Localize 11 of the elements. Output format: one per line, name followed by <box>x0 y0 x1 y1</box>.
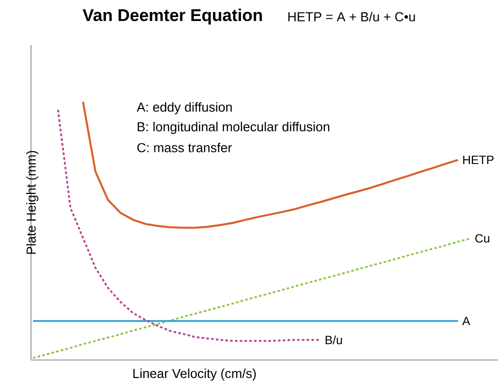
annotation: A: eddy diffusion <box>136 102 232 114</box>
annotation: B: longitudinal molecular diffusion <box>138 122 330 134</box>
series-label: A <box>462 316 470 326</box>
series-label: Cu <box>475 234 490 243</box>
series-label: HETP <box>463 156 494 164</box>
chart-subtitle: HETP = A + B/u + C•u <box>288 12 415 22</box>
chart-title: Van Deemter Equation <box>82 8 262 25</box>
series-label: B/u <box>326 335 342 344</box>
x-axis-title: Linear Velocity (cm/s) <box>133 368 256 381</box>
y-axis-title: Plate Height (mm) <box>26 150 38 254</box>
annotation: C: mass transfer <box>137 142 232 152</box>
